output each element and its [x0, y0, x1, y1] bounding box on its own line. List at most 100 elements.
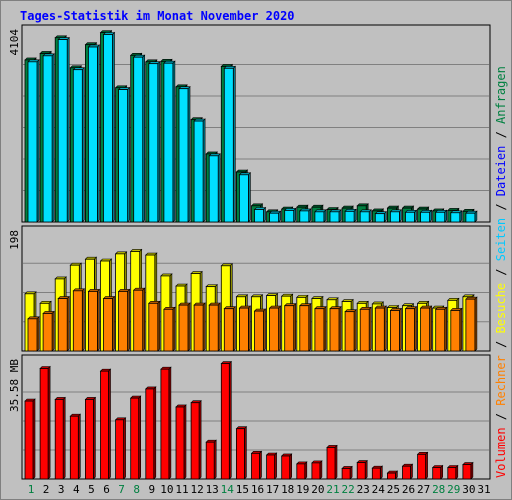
bar-dateien-day-16 [253, 206, 267, 223]
bar-dateien-day-25 [389, 209, 403, 223]
x-tick-label-8: 8 [133, 483, 140, 496]
legend-entry-volumen: Volumen [494, 427, 508, 478]
bar-besuche-day-24 [374, 305, 388, 352]
legend-entry-rechner: Rechner [494, 355, 508, 413]
x-tick-label-23: 23 [357, 483, 370, 496]
bar-dateien-day-19 [299, 208, 312, 223]
bar-dateien-day-5 [87, 44, 101, 223]
bar-volumen-day-1 [24, 398, 36, 480]
bar-dateien-day-9 [148, 60, 161, 223]
x-tick-label-1: 1 [28, 483, 35, 496]
panel-3: 35.58 MB [8, 354, 491, 480]
x-tick-label-19: 19 [296, 483, 309, 496]
bar-dateien-day-10 [163, 60, 176, 223]
x-tick-label-24: 24 [372, 483, 386, 496]
bar-dateien-day-6 [102, 31, 116, 223]
x-tick-label-18: 18 [281, 483, 294, 496]
legend-entry-dateien: Dateien [494, 146, 508, 204]
bar-volumen-day-27 [416, 451, 429, 480]
bar-volumen-day-14 [220, 360, 233, 480]
bar-besuche-day-17 [268, 305, 282, 352]
bar-volumen-day-15 [235, 425, 248, 480]
legend-entry-anfragen: Anfragen [494, 66, 508, 131]
bar-volumen-day-26 [401, 463, 414, 480]
bar-besuche-day-4 [72, 288, 86, 352]
bar-besuche-day-13 [208, 302, 221, 352]
bar-besuche-day-9 [148, 300, 161, 352]
y-axis-max-label: 198 [8, 230, 21, 250]
bar-volumen-day-3 [54, 396, 66, 480]
bar-besuche-day-21 [329, 305, 342, 352]
bar-besuche-day-3 [57, 295, 70, 352]
bar-dateien-day-2 [42, 53, 55, 223]
x-tick-label-17: 17 [266, 483, 279, 496]
x-tick-label-13: 13 [206, 483, 219, 496]
legend-separator: / [494, 203, 508, 217]
bar-dateien-day-12 [193, 118, 206, 223]
chart-panels: 4104 198 35.58 MB [8, 24, 491, 480]
bar-volumen-day-8 [129, 395, 142, 480]
x-tick-label-25: 25 [387, 483, 400, 496]
bar-besuche-day-29 [450, 307, 463, 352]
bar-dateien-day-20 [314, 209, 327, 223]
bar-besuche-day-7 [117, 288, 131, 352]
x-tick-label-30: 30 [462, 483, 475, 496]
bar-dateien-day-30 [465, 210, 478, 223]
bar-dateien-day-21 [329, 209, 342, 223]
bar-besuche-day-19 [299, 302, 312, 352]
bar-volumen-day-7 [114, 417, 127, 480]
x-tick-label-6: 6 [103, 483, 110, 496]
bar-besuche-day-15 [238, 305, 252, 352]
bar-volumen-day-20 [311, 460, 323, 480]
legend-entry-besuche: Besuche [494, 283, 508, 341]
y-axis-max-label: 35.58 MB [8, 359, 21, 412]
legend-entry-seiten: Seiten [494, 218, 508, 269]
bar-volumen-day-9 [145, 386, 157, 480]
bar-dateien-day-11 [178, 85, 191, 223]
bar-besuche-day-22 [344, 308, 357, 352]
bar-volumen-day-18 [280, 453, 293, 480]
bar-volumen-day-25 [386, 470, 399, 480]
bar-dateien-day-14 [223, 65, 237, 223]
bar-dateien-day-1 [27, 59, 40, 223]
bar-volumen-day-16 [250, 450, 263, 480]
x-tick-label-22: 22 [341, 483, 354, 496]
bar-besuche-day-8 [132, 287, 146, 352]
x-tick-label-15: 15 [236, 483, 249, 496]
x-tick-label-16: 16 [251, 483, 264, 496]
x-tick-label-10: 10 [160, 483, 173, 496]
x-tick-label-7: 7 [118, 483, 125, 496]
bar-besuche-day-6 [102, 295, 116, 352]
bar-besuche-day-27 [419, 305, 433, 352]
bar-volumen-day-23 [356, 459, 368, 480]
bar-besuche-day-5 [87, 288, 101, 352]
bar-besuche-day-14 [223, 305, 237, 352]
panel-2: 198 [8, 225, 491, 352]
bar-besuche-day-28 [434, 306, 448, 352]
bar-dateien-day-15 [238, 172, 252, 223]
bar-volumen-day-28 [431, 464, 444, 480]
x-tick-label-12: 12 [190, 483, 203, 496]
x-tick-label-9: 9 [148, 483, 155, 496]
bar-dateien-day-8 [132, 54, 146, 223]
x-tick-label-5: 5 [88, 483, 95, 496]
bar-besuche-day-25 [389, 307, 403, 352]
x-tick-label-28: 28 [432, 483, 445, 496]
bar-dateien-day-13 [208, 153, 221, 223]
x-tick-label-2: 2 [43, 483, 50, 496]
bar-volumen-day-6 [99, 368, 112, 480]
x-tick-label-14: 14 [221, 483, 235, 496]
bar-besuche-day-20 [314, 305, 327, 352]
x-tick-label-11: 11 [175, 483, 188, 496]
x-tick-label-31: 31 [477, 483, 490, 496]
bar-volumen-day-19 [296, 461, 308, 480]
bar-dateien-day-28 [434, 209, 448, 223]
x-tick-label-27: 27 [417, 483, 430, 496]
y-axis-max-label: 4104 [8, 29, 21, 56]
series-dateien [27, 31, 478, 223]
x-tick-label-21: 21 [326, 483, 339, 496]
bar-dateien-day-4 [72, 66, 86, 223]
x-tick-label-29: 29 [447, 483, 460, 496]
legend-separator: / [494, 268, 508, 282]
